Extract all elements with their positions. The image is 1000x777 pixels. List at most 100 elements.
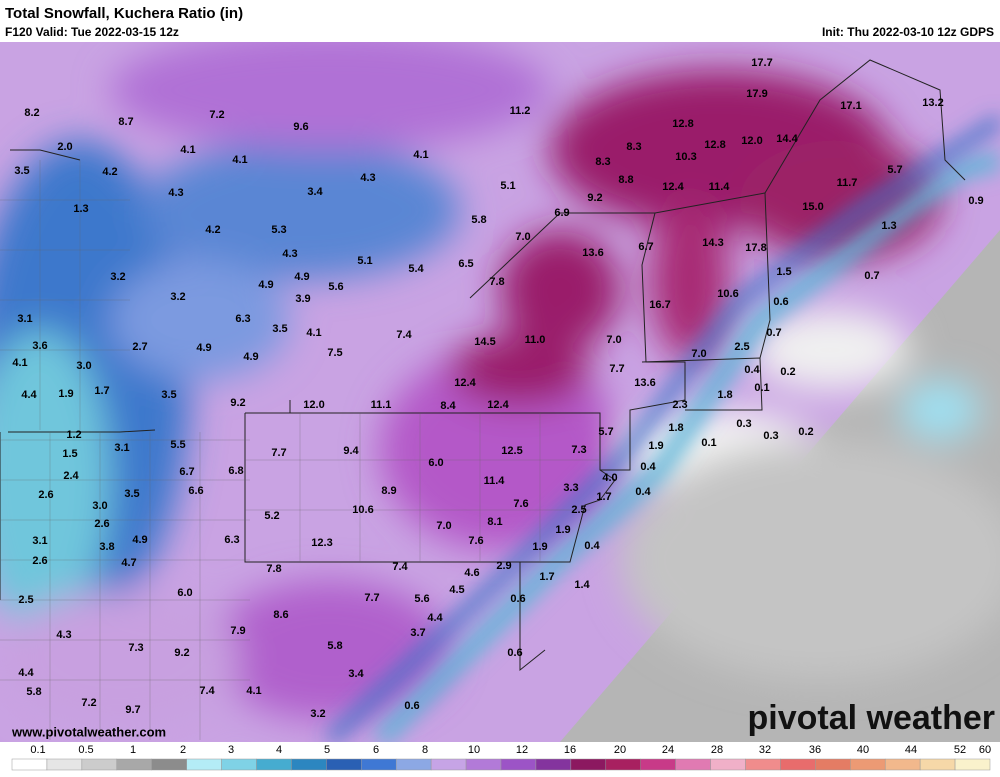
map-labels: 8.2 8.7 7.2 9.6 11.2 17.7 17.9 13.2 17.1 2.0 4.1 4.… — [12, 57, 983, 720]
colorbar-swatch — [675, 758, 711, 771]
snow-total-label: 14.5 — [474, 336, 495, 348]
snow-total-label: 3.4 — [307, 186, 323, 198]
snow-total-label: 7.3 — [571, 444, 586, 456]
snow-total-label: 0.1 — [701, 437, 716, 449]
snow-total-label: 11.0 — [525, 334, 546, 346]
snow-total-label: 4.2 — [205, 224, 220, 236]
colorbar-swatch — [954, 758, 991, 771]
colorbar-swatch — [361, 758, 397, 771]
snow-total-label: 12.0 — [741, 135, 762, 147]
snow-total-label: 0.3 — [763, 430, 778, 442]
snow-total-label: 1.7 — [596, 491, 611, 503]
snow-total-label: 17.9 — [746, 88, 767, 100]
snow-total-label: 11.1 — [371, 399, 392, 411]
snow-total-label: 5.5 — [170, 439, 185, 451]
snow-total-label: 10.6 — [352, 504, 373, 516]
snow-total-label: 2.6 — [32, 555, 47, 567]
snow-total-label: 5.8 — [327, 640, 342, 652]
snow-total-label: 9.2 — [174, 647, 189, 659]
snow-total-label: 12.3 — [311, 537, 332, 549]
snow-total-label: 4.1 — [180, 144, 195, 156]
snow-total-label: 9.2 — [587, 192, 602, 204]
colorbar-swatch — [745, 758, 781, 771]
snow-total-label: 4.2 — [102, 166, 117, 178]
snow-total-label: 16.7 — [649, 299, 670, 311]
colorbar-label: 12 — [516, 744, 528, 756]
logo: pivotal weather — [747, 699, 995, 737]
snow-total-label: 1.4 — [574, 579, 590, 591]
snow-total-label: 5.7 — [598, 426, 613, 438]
snow-total-label: 8.1 — [487, 516, 502, 528]
snow-total-label: 2.9 — [496, 560, 511, 572]
colorbar-swatch — [605, 758, 641, 771]
snow-total-label: 7.8 — [489, 276, 504, 288]
snow-total-label: 1.9 — [532, 541, 547, 553]
snow-total-label: 13.6 — [634, 377, 655, 389]
snow-total-label: 4.5 — [449, 584, 464, 596]
snow-total-label: 17.7 — [751, 57, 772, 69]
snow-total-label: 3.1 — [17, 313, 32, 325]
header-bg — [0, 0, 1000, 42]
colorbar-label: 0.1 — [30, 744, 45, 756]
colorbar-swatch — [186, 758, 222, 771]
snow-total-label: 11.7 — [837, 177, 858, 189]
colorbar-swatch — [151, 758, 187, 771]
snow-total-label: 1.9 — [58, 388, 73, 400]
snow-total-label: 8.4 — [440, 400, 456, 412]
snow-total-label: 9.6 — [293, 121, 308, 133]
snow-total-label: 0.6 — [404, 700, 419, 712]
snow-total-label: 2.3 — [672, 399, 687, 411]
snow-total-label: 0.1 — [754, 382, 769, 394]
snow-total-label: 3.0 — [76, 360, 91, 372]
colorbar-swatch — [570, 758, 607, 771]
snow-total-label: 12.5 — [501, 445, 522, 457]
snow-total-label: 6.9 — [554, 207, 569, 219]
colorbar-label: 10 — [468, 744, 480, 756]
snow-total-label: 5.1 — [500, 180, 515, 192]
snow-total-label: 6.3 — [235, 313, 250, 325]
county-lines — [0, 160, 600, 740]
snow-total-label: 4.3 — [282, 248, 297, 260]
colorbar-label: 6 — [373, 744, 379, 756]
snow-total-label: 1.3 — [73, 203, 88, 215]
colorbar-label: 52 — [954, 744, 966, 756]
snow-total-label: 10.3 — [675, 151, 696, 163]
colorbar-label: 44 — [905, 744, 917, 756]
snow-total-label: 8.8 — [618, 174, 633, 186]
snow-total-label: 8.2 — [24, 107, 39, 119]
snow-total-label: 14.3 — [702, 237, 723, 249]
snow-total-label: 9.4 — [343, 445, 359, 457]
snow-total-label: 7.4 — [392, 561, 408, 573]
snow-total-label: 7.0 — [515, 231, 530, 243]
snow-total-label: 3.5 — [272, 323, 287, 335]
snow-total-label: 8.6 — [273, 609, 288, 621]
snow-total-label: 4.1 — [413, 149, 428, 161]
snow-total-label: 9.2 — [230, 397, 245, 409]
snow-total-label: 1.8 — [717, 389, 732, 401]
snow-total-label: 3.7 — [410, 627, 425, 639]
snow-total-label: 3.1 — [32, 535, 47, 547]
snow-total-label: 0.3 — [736, 418, 751, 430]
colorbar-label: 60 — [979, 744, 991, 756]
snow-total-label: 5.4 — [408, 263, 424, 275]
snow-total-label: 1.3 — [881, 220, 896, 232]
snow-total-label: 1.8 — [668, 422, 683, 434]
snow-total-label: 0.4 — [635, 486, 651, 498]
snow-total-label: 4.9 — [294, 271, 309, 283]
snow-total-label: 0.6 — [507, 647, 522, 659]
snow-total-label: 0.4 — [744, 364, 760, 376]
snowfall-field — [0, 30, 1000, 747]
snow-total-label: 4.1 — [306, 327, 321, 339]
snow-total-label: 7.4 — [396, 329, 412, 341]
colorbar-label: 24 — [662, 744, 674, 756]
snow-total-label: 0.9 — [968, 195, 983, 207]
colorbar-label: 2 — [180, 744, 186, 756]
colorbar-swatch — [535, 758, 572, 771]
snow-total-label: 5.2 — [264, 510, 279, 522]
colorbar-label: 20 — [614, 744, 626, 756]
colorbar-swatch — [465, 758, 502, 771]
snow-total-label: 6.0 — [177, 587, 192, 599]
snow-total-label: 5.8 — [471, 214, 486, 226]
snow-total-label: 2.5 — [734, 341, 749, 353]
